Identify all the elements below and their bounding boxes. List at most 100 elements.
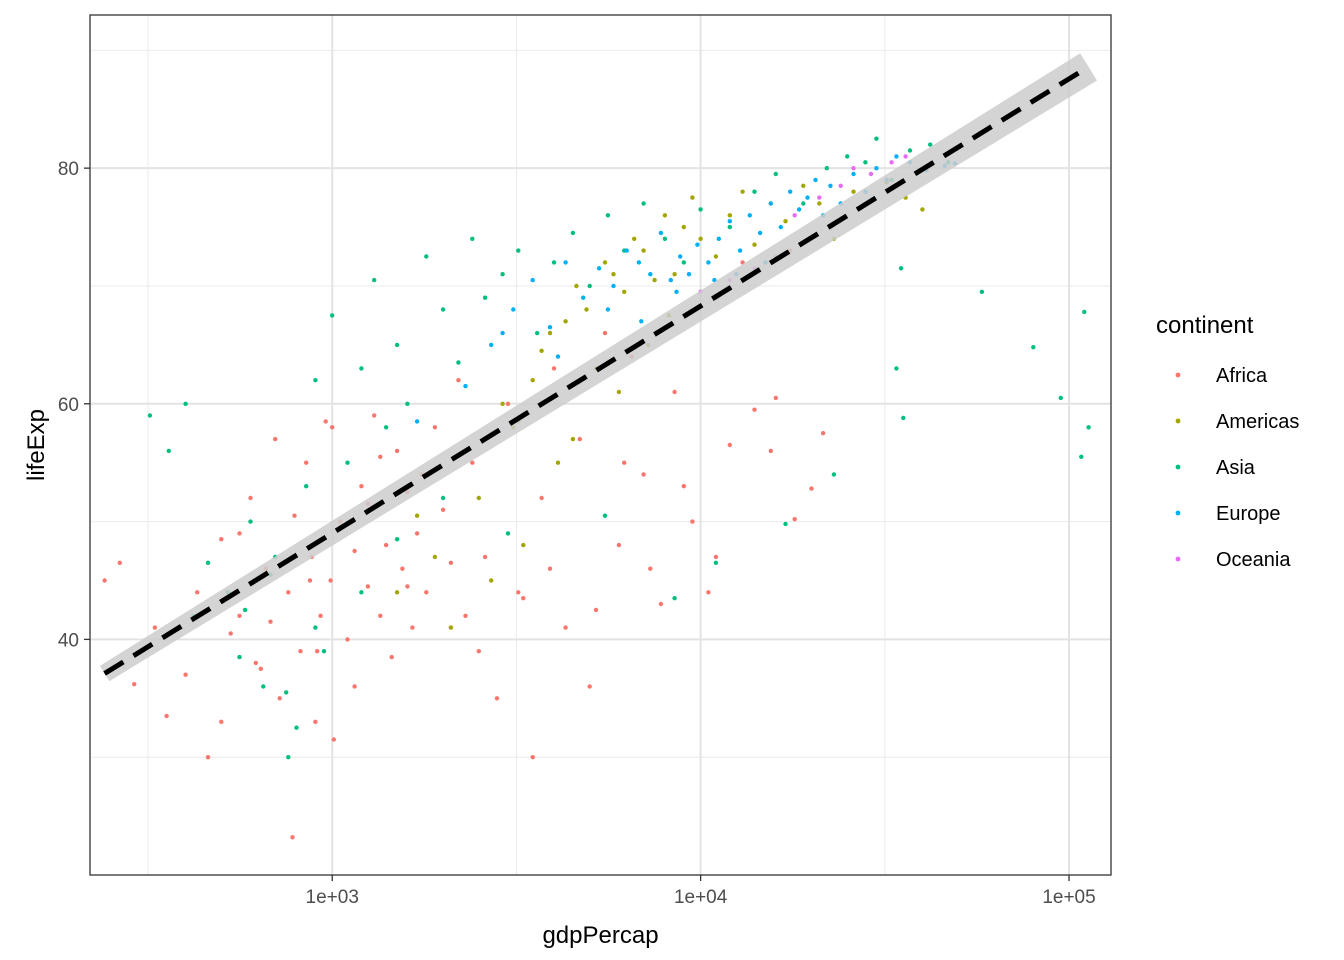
americas-point <box>563 319 568 324</box>
americas-point <box>662 213 668 218</box>
asia-point <box>641 201 646 206</box>
asia-point <box>440 495 446 501</box>
asia-point <box>261 684 266 689</box>
americas-point <box>740 189 745 194</box>
europe-point <box>874 166 879 171</box>
europe-point <box>727 219 732 224</box>
asia-point <box>359 366 364 371</box>
africa-point <box>323 419 328 424</box>
europe-point <box>668 277 673 283</box>
asia-point <box>166 448 171 454</box>
africa-point <box>318 613 323 618</box>
americas-point <box>783 219 788 224</box>
regression-line <box>103 64 1090 676</box>
africa-point <box>102 578 107 583</box>
europe-point <box>757 230 763 236</box>
asia-point <box>372 277 377 283</box>
europe-point <box>805 195 810 200</box>
americas-point <box>500 401 505 406</box>
americas-point <box>622 289 627 294</box>
legend-label-europe: Europe <box>1216 503 1281 525</box>
asia-point <box>587 283 592 289</box>
africa-point <box>539 495 544 501</box>
europe-point <box>674 289 679 294</box>
europe-point <box>511 307 516 312</box>
asia-point <box>602 513 608 518</box>
africa-point <box>476 649 481 654</box>
africa-point <box>378 613 383 618</box>
asia-point <box>516 248 521 253</box>
americas-point <box>681 224 686 230</box>
europe-point <box>747 213 752 218</box>
africa-point <box>432 425 438 430</box>
africa-point <box>648 566 653 571</box>
asia-point <box>359 590 364 595</box>
africa-point <box>820 431 826 436</box>
asia-point <box>470 236 475 241</box>
africa-point <box>593 607 599 613</box>
africa-point <box>304 460 309 465</box>
asia-point <box>304 484 309 489</box>
africa-point <box>378 454 383 459</box>
asia-point <box>248 519 253 524</box>
africa-point <box>577 436 582 442</box>
asia-point <box>928 142 933 147</box>
europe-point <box>778 224 783 230</box>
africa-point <box>424 590 429 595</box>
trend-line <box>99 53 1097 682</box>
legend-key-europe <box>1175 510 1181 516</box>
asia-point <box>237 654 242 660</box>
asia-point <box>1079 454 1084 459</box>
asia-point <box>1082 309 1087 315</box>
americas-point <box>920 207 925 212</box>
oceania-point <box>817 195 822 200</box>
africa-point <box>183 672 188 677</box>
europe-point <box>686 272 692 277</box>
europe-point <box>605 307 611 312</box>
minor-gridlines <box>90 15 1111 875</box>
asia-point <box>773 171 778 177</box>
africa-point <box>521 596 526 601</box>
asia-point <box>313 378 318 383</box>
oceania-point <box>838 183 843 188</box>
americas-point <box>394 590 400 595</box>
legend-label-oceania: Oceania <box>1216 549 1291 571</box>
asia-point <box>801 201 806 206</box>
africa-point <box>768 448 773 454</box>
asia-point <box>752 189 757 194</box>
asia-point <box>394 342 400 348</box>
americas-point <box>521 542 526 548</box>
africa-point <box>482 554 488 560</box>
americas-point <box>414 513 420 518</box>
africa-point <box>792 517 797 522</box>
europe-point <box>636 260 642 265</box>
asia-point <box>313 625 318 630</box>
europe-point <box>851 171 856 177</box>
asia-point <box>205 560 211 565</box>
asia-point <box>824 166 829 171</box>
africa-point <box>117 560 123 565</box>
oceania-point <box>903 154 908 159</box>
africa-point <box>228 631 233 636</box>
africa-point <box>463 613 468 618</box>
africa-point <box>602 330 608 336</box>
europe-point <box>639 319 644 324</box>
africa-point <box>456 378 461 383</box>
africa-point <box>383 542 389 548</box>
y-tick-label: 60 <box>58 395 79 416</box>
asia-point <box>898 266 904 271</box>
legend-label-africa: Africa <box>1216 365 1268 387</box>
americas-point <box>713 254 719 259</box>
asia-point <box>672 596 677 601</box>
africa-point <box>273 436 278 442</box>
asia-point <box>907 148 913 153</box>
africa-point <box>494 696 500 701</box>
africa-point <box>219 537 224 542</box>
africa-point <box>152 625 158 630</box>
asia-point <box>456 360 461 365</box>
americas-point <box>690 195 695 200</box>
asia-point <box>874 136 879 141</box>
europe-point <box>716 236 721 241</box>
asia-point <box>405 401 410 406</box>
